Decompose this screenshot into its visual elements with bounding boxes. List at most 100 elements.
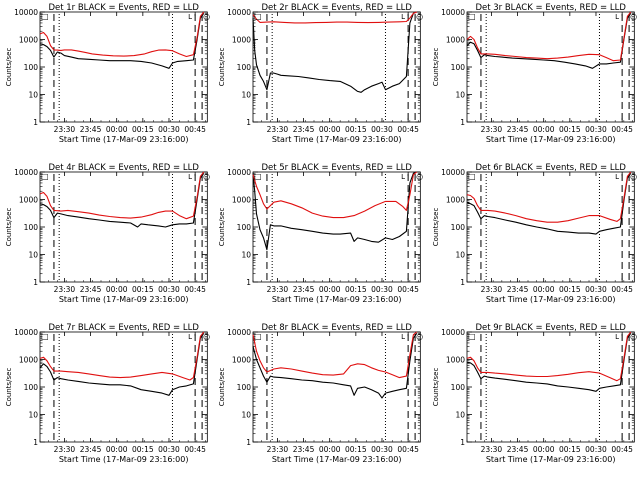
chart-title: Det 3r BLACK = Events, RED = LLD [475,3,626,13]
x-tick-label: 00:00 [319,125,341,134]
y-tick-label: 10 [28,411,38,420]
x-tick-label: 00:15 [345,445,367,454]
y-tick-label: 1000 [19,36,38,45]
plot-frame [39,171,208,283]
series-line-events [39,332,205,396]
plot-frame [39,11,208,123]
x-tick-label: 00:00 [319,445,341,454]
x-tick-label: 00:00 [106,445,128,454]
chart-title: Det 5r BLACK = Events, RED = LLD [261,163,412,173]
y-tick-label: 1 [33,438,38,447]
x-tick-label: 23:45 [507,445,529,454]
x-tick-label: 23:45 [507,125,529,134]
x-tick-label: 00:00 [533,445,555,454]
x-tick-label: 23:30 [481,285,503,294]
y-tick-label: 100 [24,223,39,232]
series-line-lld [466,171,632,223]
x-tick-label: 00:15 [132,125,154,134]
series-line-events [466,12,632,69]
y-tick-label: 10 [455,91,465,100]
x-tick-label: 00:15 [559,445,581,454]
circle-marker: ○ [630,332,637,341]
y-axis-label: Counts/sec [218,208,226,247]
x-tick-label: 23:30 [267,445,289,454]
series-line-events [466,332,632,392]
circle-marker: ○ [416,172,423,181]
x-tick-label: 00:00 [533,285,555,294]
circle-marker: ○ [416,332,423,341]
square-marker: □ [41,12,49,21]
series-line-events [252,171,417,251]
y-axis-label: Counts/sec [432,208,440,247]
x-tick-label: 00:15 [132,285,154,294]
chart-title: Det 8r BLACK = Events, RED = LLD [261,323,412,333]
x-tick-label: 00:45 [611,285,633,294]
series-line-lld [252,171,418,219]
y-tick-label: 1 [246,278,251,287]
x-tick-label: 23:30 [54,285,76,294]
x-axis-label: Start Time (17-Mar-09 23:16:00) [59,455,189,464]
x-axis-label: Start Time (17-Mar-09 23:16:00) [272,135,402,144]
y-tick-label: 1 [460,118,465,127]
x-tick-label: 23:45 [293,445,315,454]
square-marker: □ [41,172,49,181]
x-tick-label: 00:45 [184,125,206,134]
x-tick-label: 23:30 [54,125,76,134]
y-tick-label: 1000 [446,36,465,45]
series-line-events [39,12,205,69]
x-tick-label: 00:15 [559,125,581,134]
x-tick-label: 00:30 [371,285,393,294]
y-tick-label: 1000 [446,356,465,365]
x-axis-label: Start Time (17-Mar-09 23:16:00) [486,455,616,464]
x-tick-label: 00:30 [371,125,393,134]
square-marker: □ [468,172,476,181]
series-line-lld [466,11,632,62]
x-tick-label: 00:15 [345,285,367,294]
y-tick-label: 10 [241,251,251,260]
x-tick-label: 23:45 [80,125,102,134]
y-axis-label: Counts/sec [5,48,13,87]
square-marker: □ [468,332,476,341]
x-axis-label: Start Time (17-Mar-09 23:16:00) [272,455,402,464]
y-axis-label: Counts/sec [5,208,13,247]
x-tick-label: 00:45 [184,285,206,294]
series-line-lld [39,171,205,220]
y-tick-label: 100 [237,223,252,232]
y-tick-label: 10 [28,251,38,260]
x-tick-label: 00:45 [184,445,206,454]
x-tick-label: 00:15 [345,125,367,134]
circle-marker: ○ [630,12,637,21]
square-marker: □ [41,332,49,341]
y-tick-label: 100 [24,383,39,392]
series-line-lld [252,11,417,24]
y-tick-label: 100 [451,223,466,232]
l-marker: L [401,173,405,181]
y-tick-label: 10 [455,411,465,420]
l-marker: L [615,333,619,341]
x-axis-label: Start Time (17-Mar-09 23:16:00) [59,295,189,304]
circle-marker: ○ [203,12,210,21]
plot-frame [466,171,635,283]
chart-panel-5r: Det 5r BLACK = Events, RED = LLD 1 10 100 10… [218,163,423,304]
x-tick-label: 23:45 [293,125,315,134]
chart-title: Det 2r BLACK = Events, RED = LLD [261,3,412,13]
y-tick-label: 100 [451,63,466,72]
y-axis-label: Counts/sec [432,368,440,407]
y-axis-label: Counts/sec [218,48,226,87]
x-tick-label: 23:30 [267,285,289,294]
y-tick-label: 10000 [227,168,251,177]
y-tick-label: 10000 [227,328,251,337]
chart-title: Det 6r BLACK = Events, RED = LLD [475,163,626,173]
y-tick-label: 10 [455,251,465,260]
chart-title: Det 1r BLACK = Events, RED = LLD [48,3,199,13]
series-line-events [39,172,205,228]
y-tick-label: 1 [33,118,38,127]
x-axis-label: Start Time (17-Mar-09 23:16:00) [272,295,402,304]
chart-panel-9r: Det 9r BLACK = Events, RED = LLD 1 10 100 10… [432,323,637,464]
y-tick-label: 1000 [232,36,251,45]
y-axis-label: Counts/sec [432,48,440,87]
l-marker: L [188,173,192,181]
x-tick-label: 23:30 [481,445,503,454]
chart-title: Det 9r BLACK = Events, RED = LLD [475,323,626,333]
